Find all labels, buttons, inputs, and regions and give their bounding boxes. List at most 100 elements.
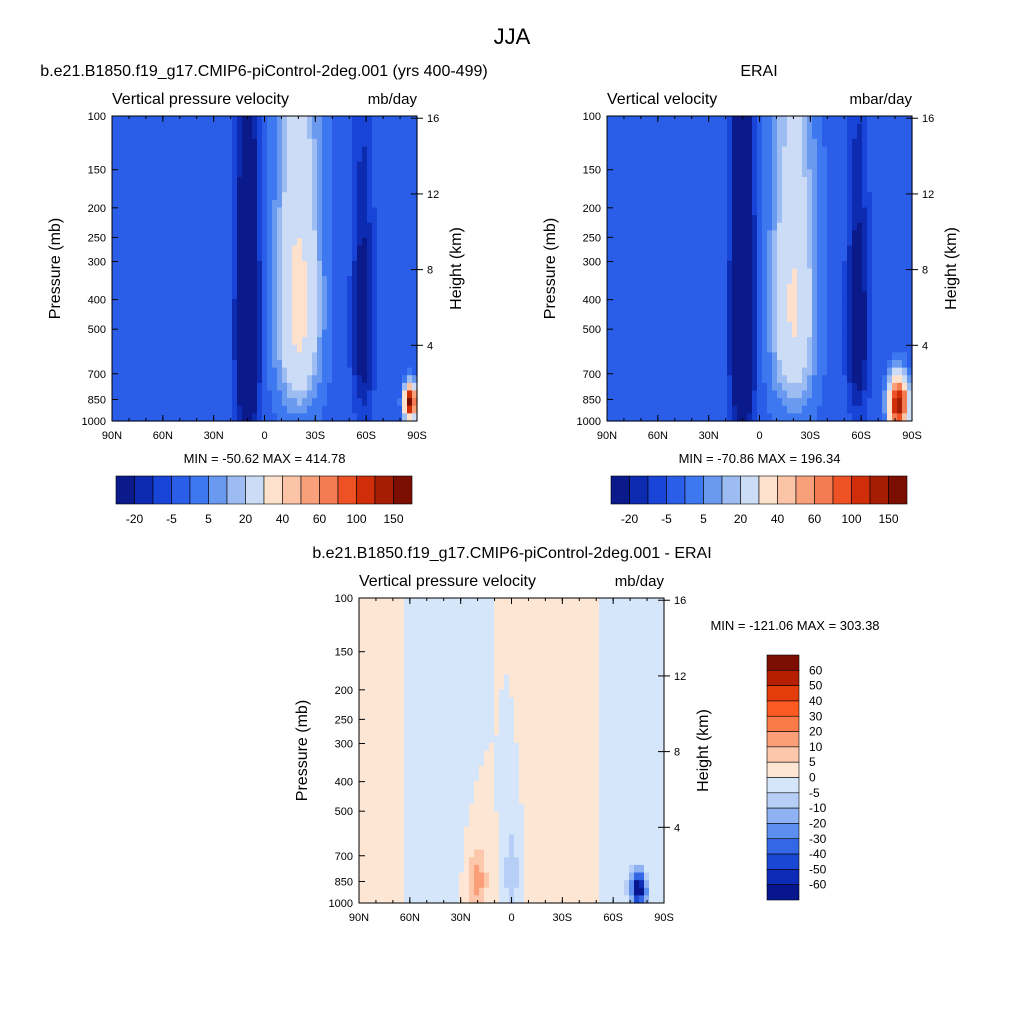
heatmap-cell <box>387 116 393 125</box>
heatmap-cell <box>632 375 638 384</box>
heatmap-cell <box>897 329 903 338</box>
heatmap-cell <box>397 337 403 346</box>
heatmap-cell <box>197 291 203 300</box>
heatmap-cell <box>377 207 383 216</box>
heatmap-cell <box>377 230 383 239</box>
heatmap-cell <box>352 192 358 201</box>
heatmap-cell <box>132 116 138 125</box>
heatmap-cell <box>692 398 698 407</box>
heatmap-cell <box>617 146 623 155</box>
heatmap-cell <box>207 123 213 132</box>
heatmap-cell <box>752 177 758 186</box>
heatmap-cell <box>292 230 298 239</box>
heatmap-cell <box>332 230 338 239</box>
heatmap-cell <box>212 306 218 315</box>
heatmap-cell <box>377 291 383 300</box>
heatmap-cell <box>367 169 373 178</box>
heatmap-cell <box>302 169 308 178</box>
heatmap-cell <box>777 268 783 277</box>
heatmap-cell <box>627 344 633 353</box>
heatmap-cell <box>672 154 678 163</box>
heatmap-cell <box>347 215 353 224</box>
heatmap-cell <box>617 382 623 392</box>
heatmap-cell <box>302 398 308 407</box>
heatmap-cell <box>902 177 908 186</box>
heatmap-cell <box>112 337 118 346</box>
heatmap-cell <box>332 116 338 125</box>
heatmap-cell <box>212 390 218 399</box>
heatmap-cell <box>347 146 353 155</box>
heatmap-cell <box>877 268 883 277</box>
heatmap-cell <box>807 161 813 170</box>
heatmap-cell <box>312 398 318 407</box>
heatmap-cell <box>627 177 633 186</box>
heatmap-cell <box>627 207 633 216</box>
heatmap-cell <box>897 337 903 346</box>
heatmap-cell <box>317 405 323 414</box>
heatmap-cell <box>232 260 238 270</box>
heatmap-cell <box>752 230 758 239</box>
heatmap-cell <box>367 222 373 231</box>
heatmap-cell <box>862 306 868 315</box>
heatmap-cell <box>357 169 363 178</box>
heatmap-cell <box>817 413 823 422</box>
heatmap-cell <box>697 390 703 399</box>
heatmap-cell <box>257 283 263 292</box>
heatmap-cell <box>302 245 308 254</box>
heatmap-cell <box>762 207 768 216</box>
heatmap-cell <box>857 131 863 140</box>
heatmap-cell <box>617 245 623 254</box>
heatmap-cell <box>157 184 163 193</box>
heatmap-cell <box>702 352 708 361</box>
heatmap-cell <box>742 131 748 140</box>
heatmap-cell <box>262 398 268 407</box>
heatmap-cell <box>127 184 133 193</box>
heatmap-cell <box>762 352 768 361</box>
heatmap-cell <box>187 154 193 163</box>
heatmap-cell <box>242 276 248 285</box>
heatmap-cell <box>122 283 128 292</box>
heatmap-cell <box>837 123 843 132</box>
heatmap-cell <box>667 116 673 125</box>
heatmap-cell <box>272 177 278 186</box>
heatmap-cell <box>257 268 263 277</box>
heatmap-cell <box>862 352 868 361</box>
heatmap-cell <box>677 306 683 315</box>
heatmap-cell <box>642 222 648 231</box>
heatmap-cell <box>207 268 213 277</box>
heatmap-cell <box>262 253 268 262</box>
heatmap-cell <box>617 177 623 186</box>
heatmap-cell <box>802 116 808 125</box>
heatmap-cell <box>787 291 793 300</box>
heatmap-cell <box>247 306 253 315</box>
heatmap-cell <box>362 253 368 262</box>
heatmap-cell <box>227 207 233 216</box>
heatmap-cell <box>627 230 633 239</box>
heatmap-cell <box>412 360 418 369</box>
heatmap-cell <box>862 238 868 247</box>
heatmap-cell <box>402 283 408 292</box>
heatmap-cell <box>142 375 148 384</box>
heatmap-cell <box>667 367 673 376</box>
heatmap-cell <box>807 131 813 140</box>
heatmap-cell <box>712 260 718 270</box>
heatmap-cell <box>657 184 663 193</box>
heatmap-cell <box>882 299 888 308</box>
heatmap-cell <box>872 405 878 414</box>
heatmap-cell <box>312 161 318 170</box>
heatmap-cell <box>737 291 743 300</box>
heatmap-cell <box>132 192 138 201</box>
heatmap-cell <box>262 192 268 201</box>
heatmap-cell <box>662 215 668 224</box>
heatmap-cell <box>812 192 818 201</box>
heatmap-cell <box>807 238 813 247</box>
heatmap-cell <box>212 367 218 376</box>
heatmap-cell <box>667 177 673 186</box>
heatmap-cell <box>877 116 883 125</box>
heatmap-cell <box>282 382 288 392</box>
heatmap-cell <box>607 352 613 361</box>
heatmap-cell <box>317 215 323 224</box>
heatmap-cell <box>137 321 143 331</box>
heatmap-cell <box>267 344 273 353</box>
heatmap-cell <box>672 283 678 292</box>
